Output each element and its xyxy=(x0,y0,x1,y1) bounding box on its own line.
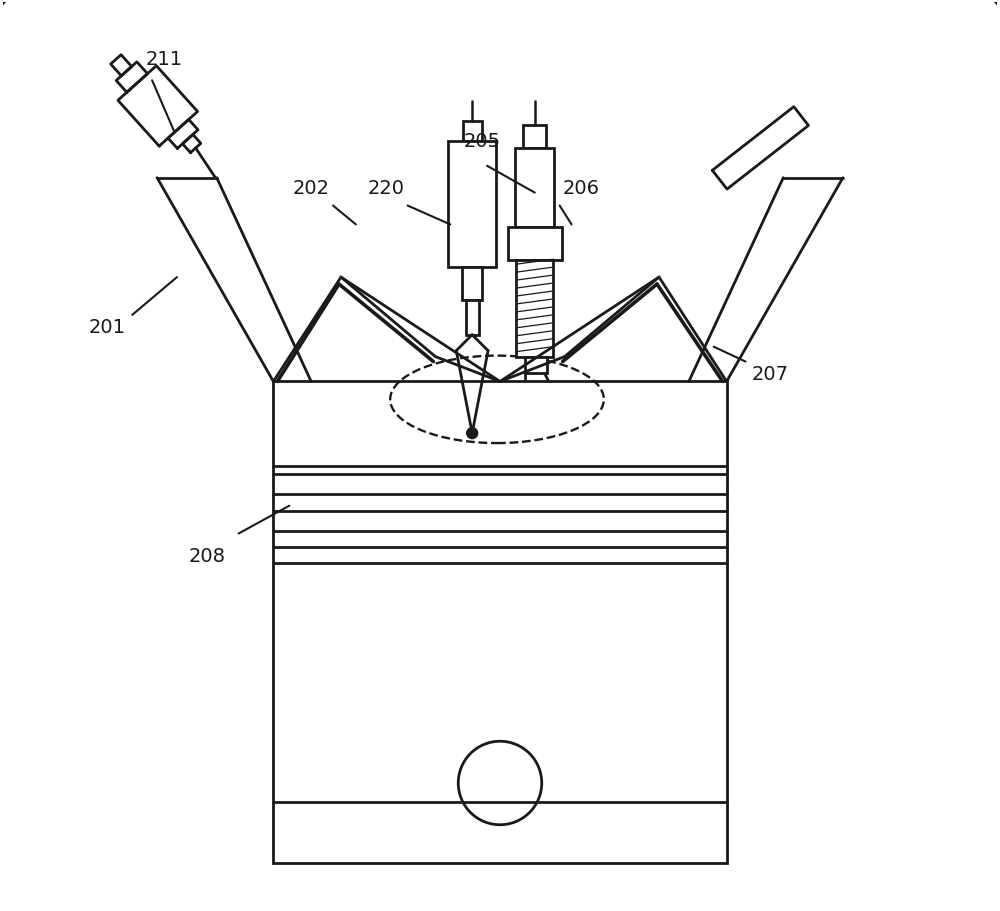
Circle shape xyxy=(467,428,478,439)
Text: 202: 202 xyxy=(293,179,330,198)
Bar xyxy=(516,261,553,357)
Bar xyxy=(523,126,546,148)
Bar xyxy=(508,228,562,261)
Text: 207: 207 xyxy=(752,364,789,384)
Text: 201: 201 xyxy=(89,318,126,337)
Bar xyxy=(463,122,482,142)
Bar xyxy=(462,268,482,301)
Bar xyxy=(448,142,496,268)
Text: 208: 208 xyxy=(188,547,225,565)
Text: 205: 205 xyxy=(464,132,501,151)
Bar xyxy=(525,357,547,374)
Bar xyxy=(273,382,727,864)
Text: 206: 206 xyxy=(563,179,600,198)
Text: 211: 211 xyxy=(145,50,183,69)
Text: 220: 220 xyxy=(367,179,404,198)
Bar xyxy=(466,301,479,335)
Bar xyxy=(515,148,554,228)
